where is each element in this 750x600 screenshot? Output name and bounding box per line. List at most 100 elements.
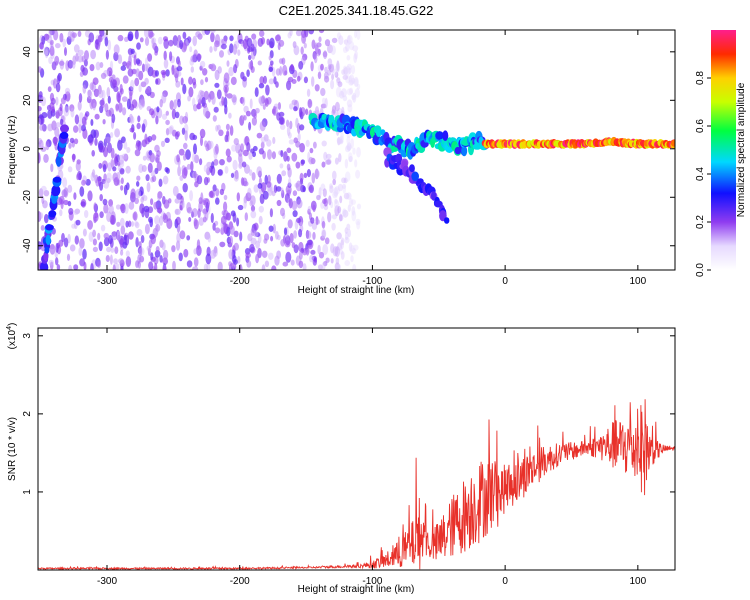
heatmap-cell <box>264 174 268 185</box>
heatmap-cell <box>345 43 350 52</box>
heatmap-cell <box>339 249 343 255</box>
heatmap-cell <box>155 246 160 253</box>
heatmap-cell <box>44 246 50 254</box>
heatmap-cell <box>268 78 275 85</box>
snr-x-tick-label: -300 <box>97 576 117 587</box>
heatmap-cell <box>111 113 116 124</box>
heatmap-cell <box>340 251 345 260</box>
heatmap-cell <box>310 249 316 255</box>
heatmap-cell <box>344 171 351 182</box>
heatmap-cell <box>38 106 42 112</box>
heatmap-cell <box>352 264 357 270</box>
heatmap-cell <box>51 195 58 204</box>
heatmap-cell <box>310 217 315 224</box>
heatmap-cell <box>349 87 354 95</box>
heatmap-cell <box>174 208 179 215</box>
heatmap-cell <box>84 210 89 218</box>
heatmap-cell <box>82 228 87 237</box>
heatmap-cell <box>311 172 316 184</box>
heatmap-cell <box>167 198 172 204</box>
heatmap-cell <box>342 208 347 217</box>
heatmap-cell <box>80 198 87 208</box>
heatmap-cell <box>343 177 348 184</box>
heatmap-cell <box>240 143 244 153</box>
heatmap-cell <box>87 134 94 143</box>
heatmap-cell <box>73 125 79 133</box>
heatmap-cell <box>103 232 110 240</box>
heatmap-cell <box>299 250 303 260</box>
heatmap-cell <box>308 184 314 194</box>
heatmap-cell <box>249 243 255 253</box>
colorbar-tick-label: 0.8 <box>695 71 706 85</box>
heatmap-cell <box>67 59 74 69</box>
colorbar-label: Normalized spectral amplitude <box>736 82 747 217</box>
heatmap-cell <box>192 77 197 86</box>
heatmap-cell <box>134 77 140 87</box>
chart-title: C2E1.2025.341.18.45.G22 <box>279 3 434 18</box>
heatmap-cell <box>277 42 281 51</box>
heatmap-cell <box>204 231 211 240</box>
heatmap-cell <box>74 114 80 125</box>
heatmap-cell <box>317 244 321 255</box>
heatmap-cell <box>336 232 342 240</box>
heatmap-cell <box>336 264 342 270</box>
heatmap-cell <box>218 129 224 137</box>
heatmap-cell <box>349 74 355 86</box>
heatmap-cell <box>99 211 104 219</box>
heatmap-cell <box>243 198 247 210</box>
heatmap-cell <box>312 231 316 240</box>
heatmap-cell <box>269 208 273 218</box>
heatmap-cell <box>103 203 109 214</box>
heatmap-cell <box>263 238 268 244</box>
heatmap-cell <box>183 153 187 161</box>
heatmap-cell <box>323 151 328 161</box>
heatmap-cell <box>250 66 255 73</box>
heatmap-cell <box>444 217 450 224</box>
heatmap-cell <box>196 239 201 251</box>
heatmap-cell <box>346 63 352 71</box>
heatmap-cell <box>347 204 351 212</box>
heatmap-cell <box>278 116 284 125</box>
heatmap-cell <box>182 83 187 95</box>
heatmap-cell <box>242 38 248 50</box>
heatmap-cell <box>288 132 292 139</box>
heatmap-cell <box>117 34 124 42</box>
heatmap-cell <box>409 164 415 173</box>
heatmap-cell <box>337 81 343 88</box>
heatmap-cell <box>339 135 344 144</box>
heatmap-cell <box>200 192 204 204</box>
heatmap-cell <box>339 195 343 204</box>
heatmap-cell <box>259 120 266 132</box>
heatmap-cell <box>223 194 228 201</box>
heatmap-cell <box>239 231 243 242</box>
heatmap-cell <box>43 190 50 197</box>
heatmap-cell <box>82 67 88 76</box>
heatmap-cell <box>166 218 173 230</box>
heatmap-cell <box>59 32 64 43</box>
heatmap-cell <box>331 63 335 75</box>
heatmap-cell <box>55 122 61 128</box>
heatmap-cell <box>165 128 170 136</box>
heatmap-cell <box>202 216 207 223</box>
heatmap-cell <box>149 218 153 228</box>
heatmap-cell <box>92 246 98 253</box>
heatmap-cell <box>114 128 120 138</box>
heatmap-cell <box>138 163 144 173</box>
colorbar-tick-label: 0.0 <box>695 263 706 277</box>
spectrogram-y-tick-label: -40 <box>22 238 33 253</box>
heatmap-cell <box>38 118 42 124</box>
heatmap-cell <box>249 98 253 109</box>
heatmap-cell <box>229 225 235 235</box>
heatmap-cell <box>56 74 61 85</box>
heatmap-cell <box>274 34 281 42</box>
heatmap-cell <box>87 190 93 202</box>
heatmap-cell <box>134 220 139 227</box>
heatmap-cell <box>351 65 356 75</box>
heatmap-cell <box>224 166 229 174</box>
heatmap-cell <box>348 75 353 83</box>
heatmap-cell <box>203 176 209 186</box>
heatmap-cell <box>144 77 149 85</box>
heatmap-cell <box>77 30 82 37</box>
heatmap-cell <box>71 223 76 229</box>
